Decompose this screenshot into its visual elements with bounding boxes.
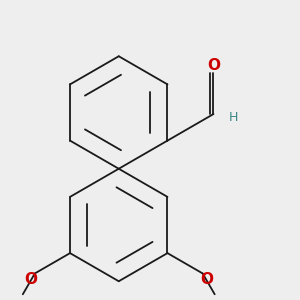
- Text: H: H: [229, 111, 239, 124]
- Text: O: O: [207, 58, 220, 73]
- Text: O: O: [24, 272, 37, 286]
- Text: O: O: [200, 272, 213, 286]
